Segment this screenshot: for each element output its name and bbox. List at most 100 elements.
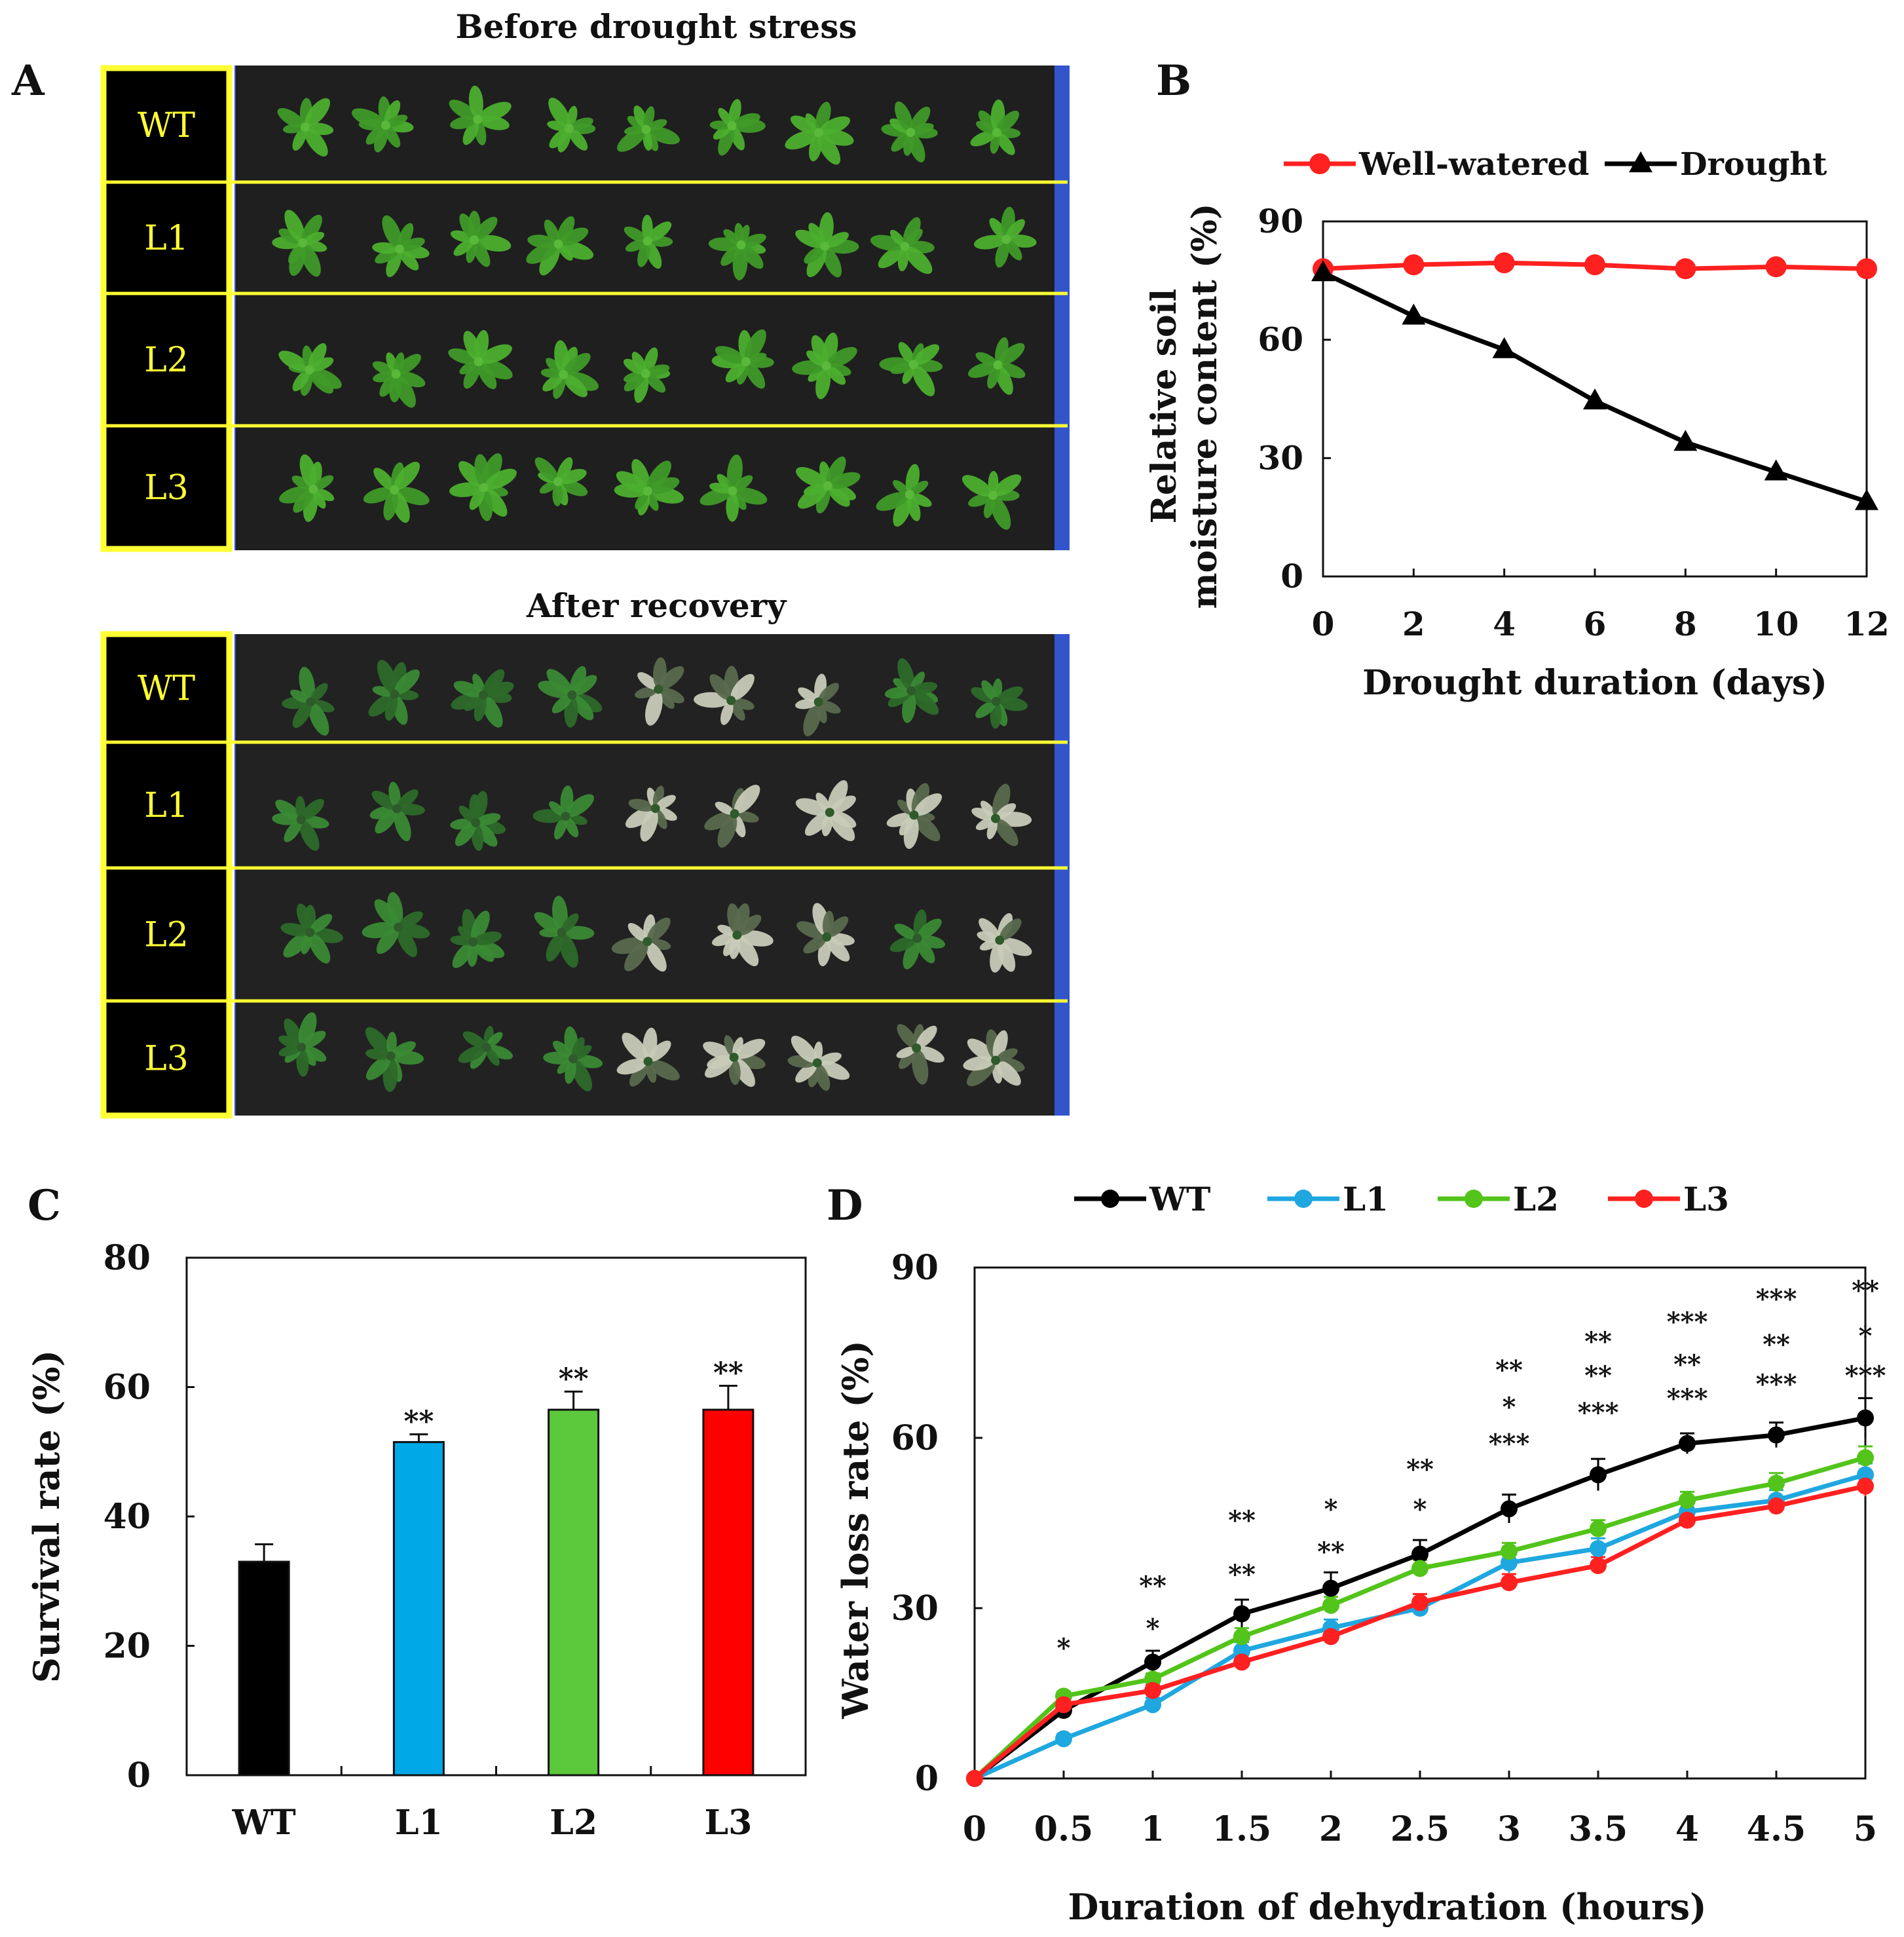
leaf: [795, 1063, 817, 1083]
leaf: [399, 911, 423, 929]
leaf: [450, 818, 475, 830]
leaf: [548, 98, 570, 128]
leaf: [649, 1059, 680, 1081]
rosette-center: [391, 369, 401, 379]
leaf: [804, 812, 830, 836]
rosette-center: [305, 928, 315, 937]
leaf: [999, 362, 1026, 379]
leaf: [572, 675, 597, 696]
rosette-center: [820, 242, 830, 252]
data-point-l3: [1233, 1653, 1250, 1671]
data-point-l2: [1411, 1560, 1428, 1577]
legend-marker: [1629, 151, 1652, 172]
legend-d: WT L1 L2 L3: [1074, 1180, 1729, 1218]
leaf: [911, 783, 930, 814]
leaf: [745, 362, 766, 389]
leaf: [914, 344, 940, 366]
bars-c: WT L1 ** L2 ** L3 **: [232, 1357, 755, 1843]
leaf: [899, 816, 915, 836]
leaf: [570, 117, 593, 131]
leaf: [629, 1062, 649, 1087]
y-ticks-c: 0 20 40 60 80: [103, 1238, 195, 1796]
leaf: [387, 892, 403, 926]
leaf: [371, 791, 397, 810]
leaf: [703, 1042, 733, 1060]
y-tick-label-b: 90: [1258, 202, 1303, 240]
data-point-well-watered: [1765, 256, 1787, 278]
data-point-l2: [1679, 1492, 1696, 1509]
y-axis-label-d: Water loss rate (%): [834, 1340, 876, 1720]
leaf: [458, 805, 476, 823]
rosette-center: [641, 124, 651, 134]
leaf: [290, 689, 310, 704]
leaf: [717, 474, 733, 491]
leaf: [468, 85, 483, 119]
leaf: [463, 362, 481, 389]
leaf: [916, 939, 935, 964]
leaf: [376, 928, 399, 954]
leaf: [647, 917, 671, 942]
leaf: [995, 819, 1018, 846]
leaf: [485, 1047, 500, 1066]
rosette-center: [992, 696, 1001, 706]
leaf: [1005, 239, 1022, 261]
data-point-l3: [1055, 1696, 1072, 1714]
leaf: [310, 914, 333, 933]
rosette-center: [474, 357, 483, 366]
legend-label-well-watered: Well-watered: [1358, 146, 1589, 183]
leaf: [732, 1037, 743, 1057]
rosette-center: [569, 1054, 578, 1064]
significance-mark: *: [1324, 1494, 1338, 1524]
significance-l2: **: [559, 1362, 589, 1395]
leaf: [999, 918, 1022, 941]
leaf: [571, 695, 594, 721]
rosette-center: [305, 365, 314, 375]
leaf: [394, 461, 420, 490]
leaf: [646, 119, 667, 131]
leaf: [384, 100, 401, 124]
leaf: [827, 916, 849, 937]
leaf: [558, 244, 573, 261]
leaf: [726, 492, 739, 522]
leaf: [314, 475, 334, 491]
leaf: [730, 701, 745, 721]
leaf: [827, 347, 857, 367]
rosette-center: [470, 235, 479, 245]
leaf: [911, 122, 934, 135]
leaf: [975, 817, 996, 831]
legend-marker-wt: [1101, 1190, 1119, 1208]
leaf: [472, 791, 488, 821]
y-tick-label-c: 80: [103, 1238, 151, 1278]
leaf: [559, 468, 587, 484]
leaf: [878, 246, 905, 269]
leaf: [785, 130, 818, 150]
x-tick-label-d: 2: [1319, 1809, 1343, 1849]
y-ticks-b: 0 30 60 90: [1258, 202, 1331, 595]
data-point-l3: [1144, 1682, 1161, 1699]
leaf: [351, 108, 385, 128]
rosette-center: [908, 360, 918, 369]
category-label-l2: L2: [550, 1803, 597, 1843]
leaf: [557, 216, 575, 244]
data-point-wt: [1144, 1653, 1161, 1671]
leaf: [278, 1035, 301, 1049]
y-axis-label-b-line1: Relative soil: [1144, 289, 1184, 523]
legend-label-wt: WT: [1149, 1180, 1210, 1218]
rosette-center: [553, 239, 563, 249]
leaf: [372, 242, 399, 254]
leaf: [362, 922, 397, 939]
leaf: [990, 941, 1005, 973]
significance-mark: *: [1057, 1633, 1071, 1664]
leaf: [897, 799, 914, 816]
data-point-l3: [1679, 1511, 1696, 1529]
leaf: [551, 694, 572, 713]
row-label-wt: WT: [138, 106, 195, 145]
leaf: [891, 132, 911, 152]
leaf: [990, 496, 1011, 530]
leaf: [624, 942, 648, 971]
rosette-center: [995, 935, 1005, 945]
leaf: [479, 344, 512, 364]
leaf: [569, 128, 588, 151]
leaf: [912, 682, 938, 694]
